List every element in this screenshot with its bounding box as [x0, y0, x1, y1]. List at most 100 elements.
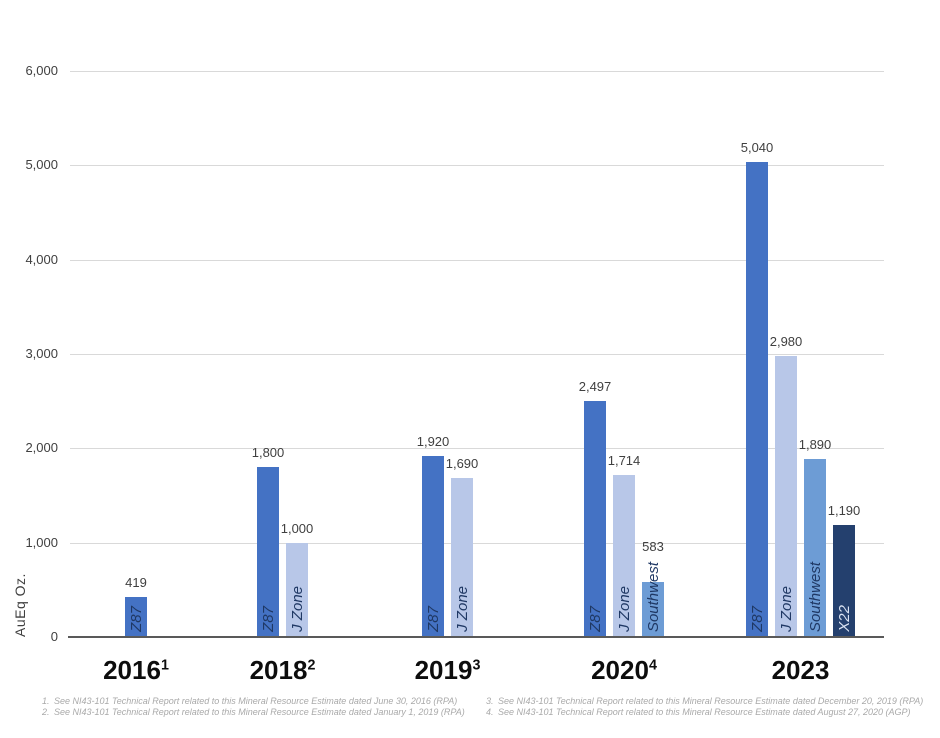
footnote-3-number: 3. [486, 696, 494, 706]
bar-value-label: 1,890 [798, 437, 832, 452]
bar-zone-label: J Zone [288, 586, 306, 632]
gridline [70, 448, 884, 450]
bar-zone-label-container: X22 [833, 605, 855, 632]
bar-value-label: 419 [125, 575, 147, 590]
bar-2023-x22: X22 1,190 [828, 504, 860, 637]
bar-zone-label-container: Southwest [804, 562, 826, 632]
bar-zone-label: Southwest [806, 561, 824, 632]
bar-value-label: 5,040 [740, 140, 774, 155]
footnotes-right-column: 3. See NI43-101 Technical Report related … [486, 696, 923, 718]
bar-2020-j-zone: J Zone 1,714 [608, 454, 640, 637]
bar-zone-label: Southwest [644, 561, 662, 632]
bar-value-label: 1,714 [607, 453, 641, 468]
bar-fill [125, 597, 147, 637]
bar-2019-z87: Z87 1,920 [417, 435, 449, 637]
bar-value-label: 2,497 [578, 379, 612, 394]
footnote-4-number: 4. [486, 707, 494, 717]
bar-2020-southwest: Southwest 583 [642, 539, 664, 637]
gridline [70, 542, 884, 544]
y-axis-title: AuEq Oz. [12, 573, 28, 637]
bar-zone-label-container: J Zone [775, 586, 797, 632]
x-axis-year-text: 2018 [249, 655, 308, 685]
x-axis-year-text: 2019 [414, 655, 473, 685]
bar-zone-label: X22 [835, 605, 853, 632]
bar-fill [286, 543, 308, 637]
footnote-3-text: See NI43-101 Technical Report related to… [498, 696, 924, 706]
bar-zone-label-container: Z87 [257, 606, 279, 632]
bar-value-label: 1,000 [280, 521, 314, 536]
x-axis-year-text: 2020 [591, 655, 649, 685]
bar-fill [833, 525, 855, 637]
bar-zone-label: Z87 [259, 606, 277, 632]
bar-zone-label-container: Z87 [125, 606, 147, 632]
bar-zone-label: Z87 [748, 606, 766, 632]
bar-zone-label: Z87 [424, 606, 442, 632]
gridline [70, 259, 884, 261]
footnote-2: 2. See NI43-101 Technical Report related … [42, 707, 465, 718]
footnote-2-number: 2. [42, 707, 50, 717]
gridline [70, 165, 884, 167]
bar-zone-label-container: Southwest [642, 562, 664, 632]
bar-zone-label: Z87 [127, 606, 145, 632]
bar-fill [642, 582, 664, 637]
footnote-1: 1. See NI43-101 Technical Report related … [42, 696, 465, 707]
x-axis-footnote-ref: 3 [472, 657, 481, 674]
x-axis-label-2023: 2023 [772, 655, 830, 686]
y-tick-label: 1,000 [25, 534, 58, 550]
bar-2020-z87: Z87 2,497 [579, 380, 611, 637]
footnotes-left-column: 1. See NI43-101 Technical Report related … [42, 696, 465, 718]
bar-2016-z87: Z87 419 [125, 576, 147, 637]
bar-fill [613, 475, 635, 637]
x-axis-label-2019: 20193 [415, 655, 481, 686]
x-axis-footnote-ref: 4 [648, 657, 657, 674]
y-tick-label: 5,000 [25, 157, 58, 173]
bar-value-label: 583 [642, 538, 664, 554]
footnote-3: 3. See NI43-101 Technical Report related … [486, 696, 923, 707]
footnote-4: 4. See NI43-101 Technical Report related … [486, 707, 923, 718]
x-axis-footnote-ref: 1 [160, 657, 169, 674]
y-tick-label: 4,000 [25, 251, 58, 267]
bar-fill [257, 467, 279, 637]
bar-zone-label: J Zone [453, 586, 471, 632]
x-axis-baseline [68, 636, 884, 638]
bar-zone-label: J Zone [777, 586, 795, 632]
x-axis-label-2018: 20182 [250, 655, 316, 686]
bar-fill [746, 162, 768, 637]
bar-2023-z87: Z87 5,040 [741, 141, 773, 637]
footnote-1-number: 1. [42, 696, 50, 706]
x-axis-year-text: 2016 [103, 655, 161, 685]
bar-fill [804, 459, 826, 637]
bar-zone-label-container: Z87 [746, 606, 768, 632]
bar-zone-label-container: Z87 [584, 606, 606, 632]
bar-zone-label: J Zone [615, 586, 633, 632]
bar-zone-label-container: J Zone [613, 586, 635, 632]
x-axis-label-2016: 20161 [103, 655, 169, 686]
bar-fill [775, 356, 797, 637]
bar-zone-label: Z87 [586, 606, 604, 632]
x-axis-year-text: 2023 [771, 655, 830, 685]
gridline [70, 354, 884, 355]
bar-2023-j-zone: J Zone 2,980 [770, 335, 802, 637]
y-tick-label: 3,000 [25, 346, 58, 361]
x-axis-footnote-ref: 2 [307, 657, 316, 674]
x-axis-label-2020: 20204 [591, 655, 657, 686]
bar-zone-label-container: Z87 [422, 606, 444, 632]
y-tick-label: 6,000 [25, 63, 58, 78]
bar-2023-southwest: Southwest 1,890 [799, 438, 831, 637]
y-tick-label: 0 [50, 629, 58, 644]
bar-value-label: 1,190 [827, 503, 861, 518]
bar-fill [451, 478, 473, 637]
bar-value-label: 1,690 [445, 456, 479, 471]
bar-zone-label-container: J Zone [286, 586, 308, 632]
gridline [70, 71, 884, 72]
footnote-2-text: See NI43-101 Technical Report related to… [54, 707, 465, 717]
bar-value-label: 1,800 [251, 445, 285, 460]
bar-fill [422, 456, 444, 637]
bar-2018-z87: Z87 1,800 [252, 446, 284, 637]
bar-2018-j-zone: J Zone 1,000 [281, 522, 313, 637]
footnote-4-text: See NI43-101 Technical Report related to… [498, 707, 911, 717]
bar-fill [584, 401, 606, 637]
bar-zone-label-container: J Zone [451, 586, 473, 632]
bar-value-label: 1,920 [416, 434, 450, 449]
